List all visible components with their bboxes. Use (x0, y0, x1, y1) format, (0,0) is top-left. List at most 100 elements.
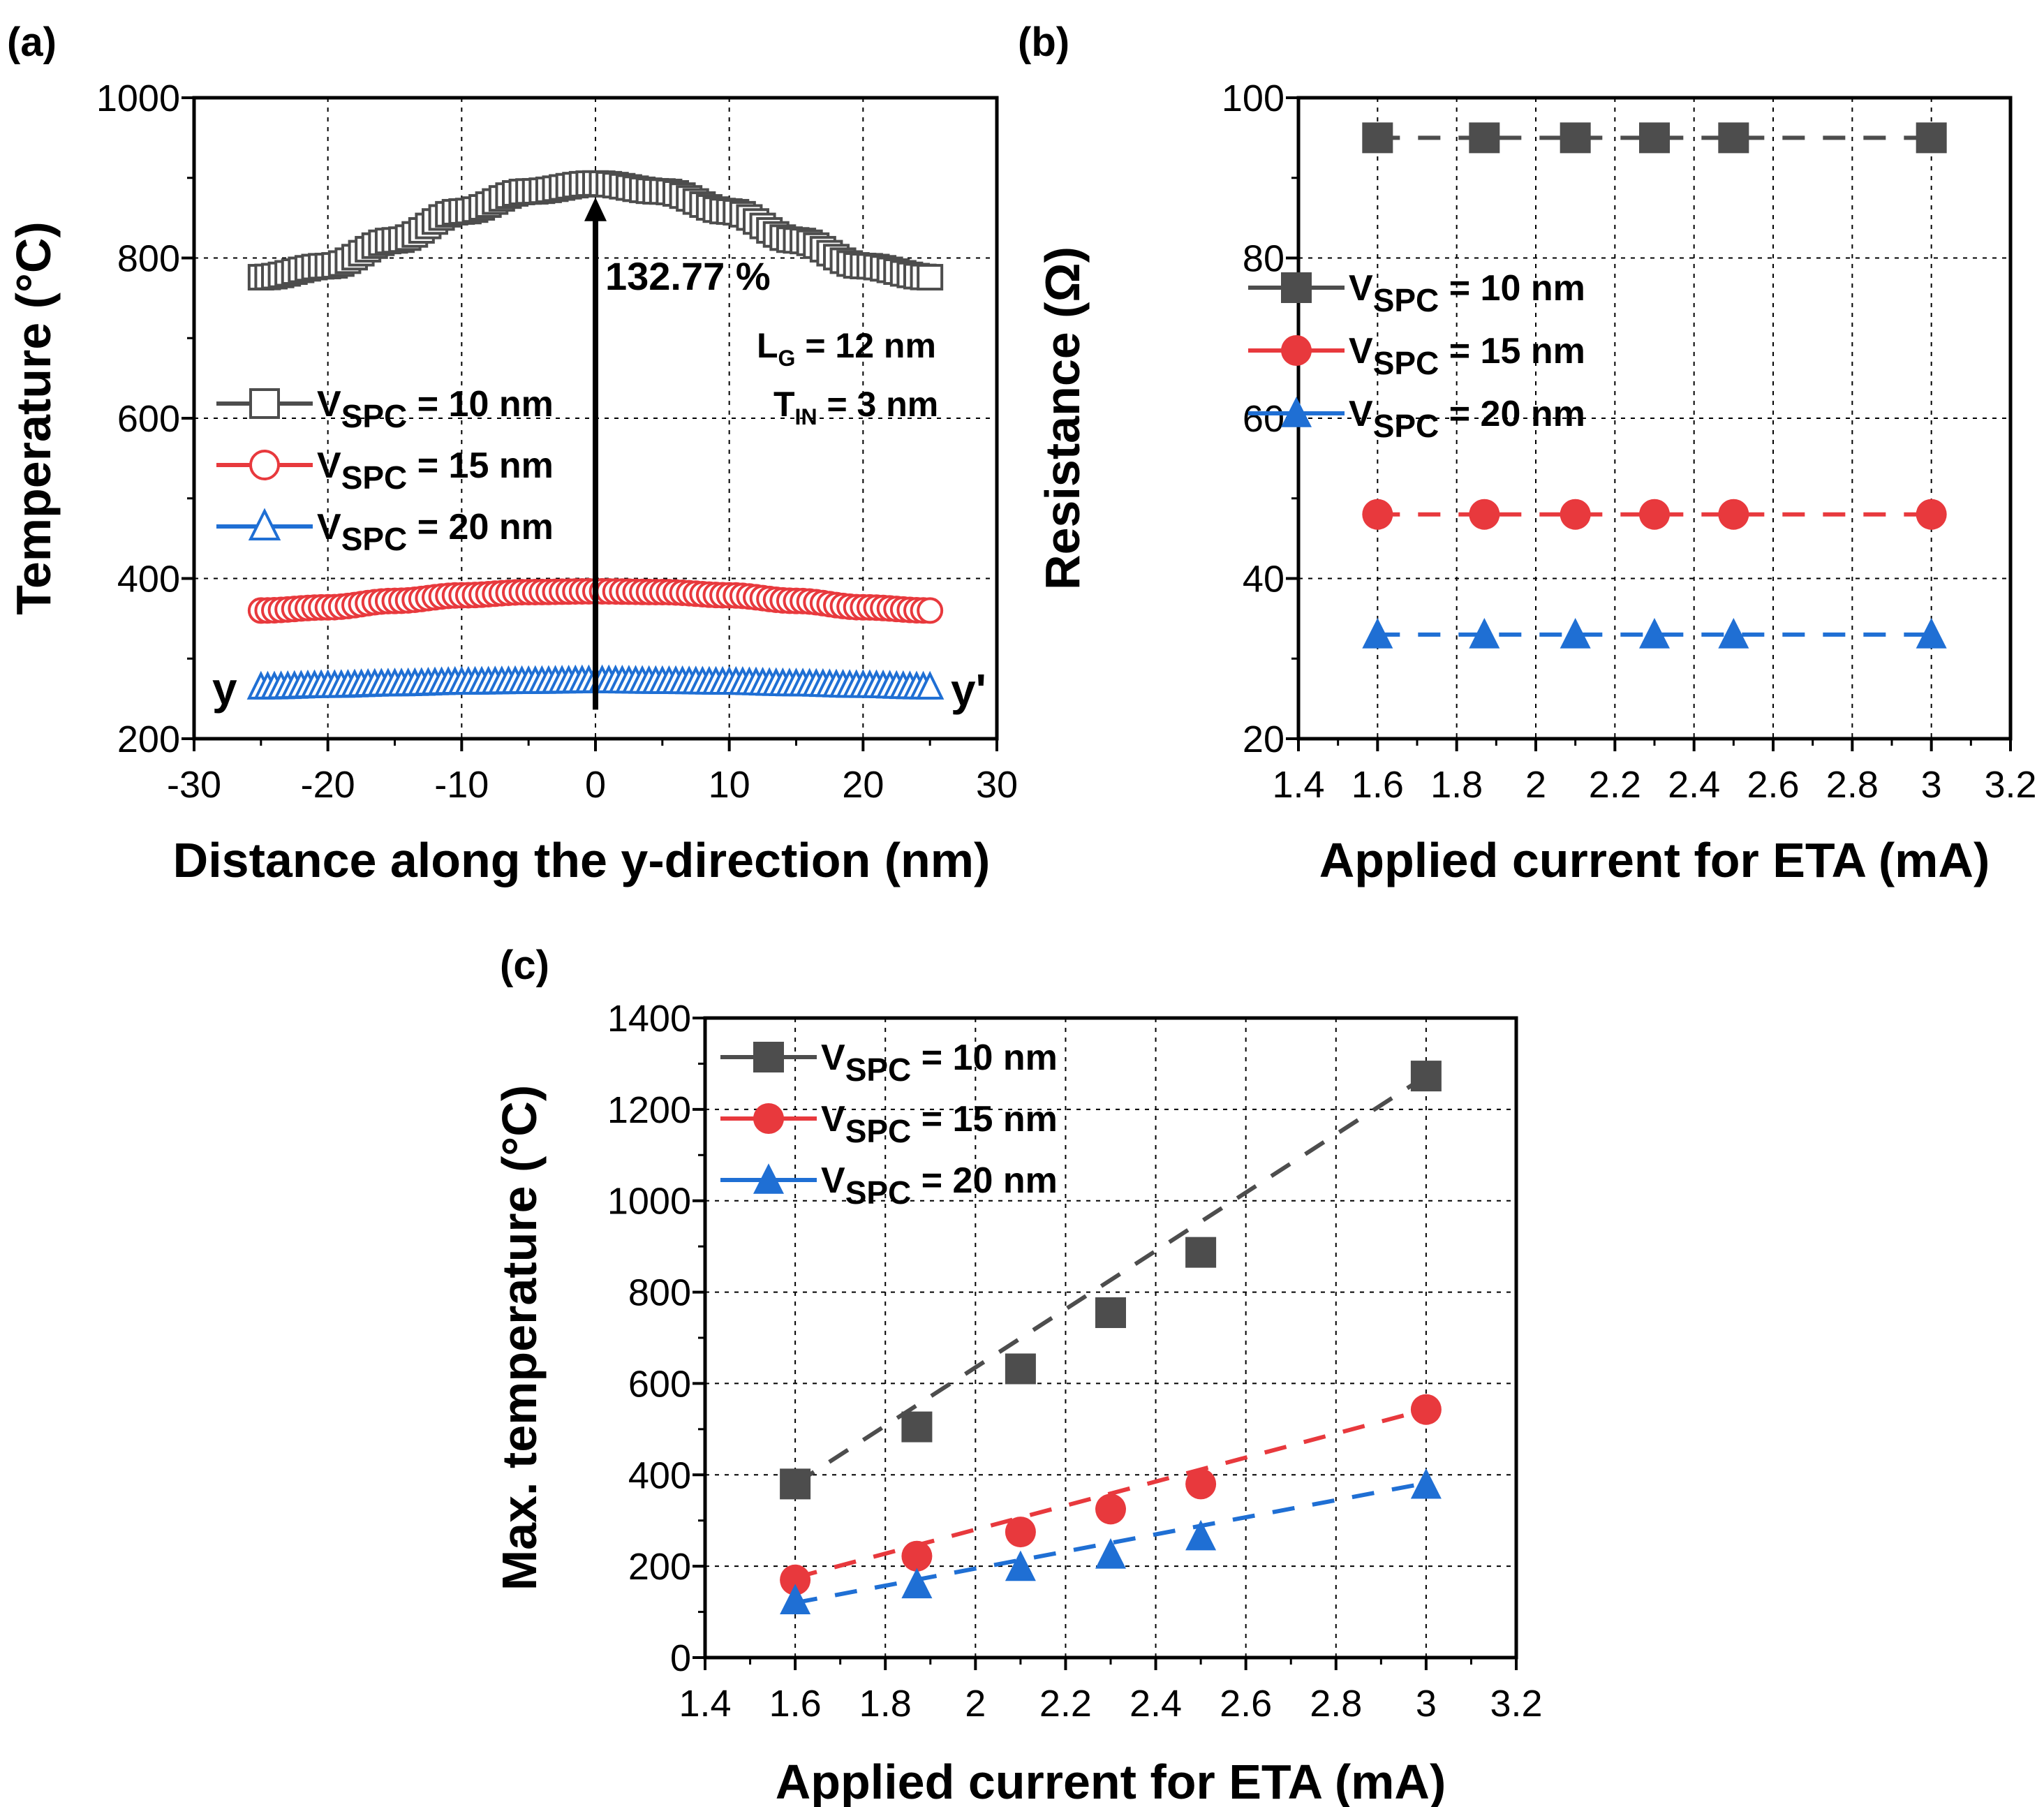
legend-main: V (317, 507, 341, 547)
legend-label: VSPC = 20 nm (1349, 394, 1585, 444)
data-point (1560, 122, 1591, 154)
label-main: T (773, 385, 795, 424)
legend-main: V (821, 1038, 845, 1078)
data-point (1005, 1353, 1036, 1385)
legend-subscript: SPC (1373, 408, 1439, 444)
data-point (1916, 122, 1947, 154)
data-point (780, 1564, 811, 1595)
data-point (1410, 1468, 1442, 1499)
data-point (1005, 1517, 1036, 1548)
legend-main: V (1349, 268, 1373, 309)
x-axis-label: Applied current for ETA (mA) (776, 1755, 1446, 1807)
x-tick-label: 10 (709, 764, 750, 806)
legend-suffix: = 15 nm (407, 445, 554, 486)
legend-marker (753, 1163, 784, 1194)
legend-label: VSPC = 10 nm (317, 384, 554, 434)
legend-subscript: SPC (341, 459, 408, 496)
legend-label: VSPC = 10 nm (821, 1038, 1058, 1088)
series-2 (1362, 618, 1947, 649)
label-rest: = 3 nm (817, 385, 939, 424)
y-tick-label: 60 (1243, 398, 1284, 440)
panel-label: (a) (7, 20, 57, 65)
x-tick-label: 0 (585, 764, 606, 806)
y-axis-label: Max. temperature (°C) (492, 1085, 547, 1591)
series-0 (247, 170, 944, 291)
series-1 (1362, 499, 1947, 530)
gate-length-label: LG = 12 nm (757, 326, 936, 371)
x-tick-label: 2 (1525, 764, 1546, 806)
legend-subscript: SPC (845, 1174, 912, 1211)
y-tick-label: 80 (1243, 238, 1284, 280)
data-point (1916, 618, 1947, 649)
legend-marker (248, 508, 281, 540)
y-tick-label: 0 (670, 1637, 691, 1679)
arrow-head (584, 197, 607, 221)
legend-label: VSPC = 15 nm (821, 1099, 1058, 1149)
data-point (1185, 1519, 1217, 1551)
y-tick-label: 800 (628, 1272, 691, 1314)
x-tick-label: 2.6 (1220, 1683, 1272, 1725)
data-point (1639, 499, 1670, 530)
data-point (901, 1568, 933, 1599)
x-tick-label: 3.2 (1490, 1683, 1542, 1725)
legend-marker (1281, 397, 1312, 427)
data-point (1362, 499, 1393, 530)
y-tick-label: 400 (117, 559, 180, 600)
gridlines (705, 1018, 1516, 1658)
y-tick-label: 1400 (607, 998, 691, 1040)
legend-item: VSPC = 10 nm (216, 384, 554, 434)
panel-c: (c) 1.4 1.6 1.8 2 2.2 2.4 2.6 2.8 3 3.2 0 200 400 600 8… (492, 943, 1543, 1807)
x-tick-label: 2.8 (1826, 764, 1879, 806)
data-point (780, 1584, 811, 1615)
panel-label: (b) (1018, 20, 1069, 65)
y-tick-label: 1200 (607, 1089, 691, 1131)
data-point (915, 670, 945, 700)
legend-suffix: = 10 nm (407, 384, 554, 425)
label-subscript: IN (795, 404, 817, 429)
series-2 (780, 1468, 1442, 1615)
y-end-label: y' (951, 665, 986, 715)
data-point (1916, 499, 1947, 530)
x-tick-label: -10 (434, 764, 489, 806)
x-tick-label: 3 (1416, 1683, 1437, 1725)
legend-subscript: SPC (845, 1052, 912, 1088)
x-tick-label: 2 (965, 1683, 986, 1725)
legend-main: V (1349, 331, 1373, 371)
legend-main: V (821, 1099, 845, 1139)
legend-marker (1281, 272, 1312, 303)
legend-main: V (821, 1160, 845, 1201)
data-point (1410, 1394, 1442, 1425)
x-tick-label: -20 (301, 764, 355, 806)
insulator-thickness-label: TIN = 3 nm (773, 385, 938, 429)
label-main: L (757, 326, 778, 365)
y-tick-label: 600 (117, 398, 180, 440)
y-tick-label: 200 (628, 1546, 691, 1588)
legend-item: VSPC = 15 nm (720, 1099, 1058, 1149)
data-point (917, 264, 944, 291)
legend-suffix: = 10 nm (911, 1038, 1058, 1078)
legend-item: VSPC = 15 nm (216, 445, 554, 496)
data-point (1095, 1537, 1126, 1569)
legend-label: VSPC = 20 nm (317, 507, 554, 557)
legend-subscript: SPC (341, 398, 408, 434)
data-point (1718, 618, 1749, 649)
legend-subscript: SPC (1373, 345, 1439, 381)
x-tick-label: 2.6 (1747, 764, 1799, 806)
y-tick-label: 100 (1222, 78, 1284, 119)
data-point (1639, 618, 1670, 649)
data-point (901, 1411, 933, 1443)
legend-marker (753, 1103, 784, 1134)
x-axis-label: Distance along the y-direction (nm) (173, 833, 991, 887)
legend-label: VSPC = 20 nm (821, 1160, 1058, 1211)
increase-label: 132.77 % (605, 254, 771, 298)
y-tick-label: 20 (1243, 718, 1284, 760)
legend-subscript: SPC (845, 1113, 912, 1149)
data-point (1469, 122, 1500, 154)
legend-marker (249, 450, 280, 480)
x-tick-label: 1.6 (1351, 764, 1404, 806)
data-point (1362, 122, 1393, 154)
panel-b: (b) 1.4 1.6 1.8 2 2.2 2.4 2.6 2.8 3 3.2 20 40 60 80 100… (1018, 20, 2037, 887)
